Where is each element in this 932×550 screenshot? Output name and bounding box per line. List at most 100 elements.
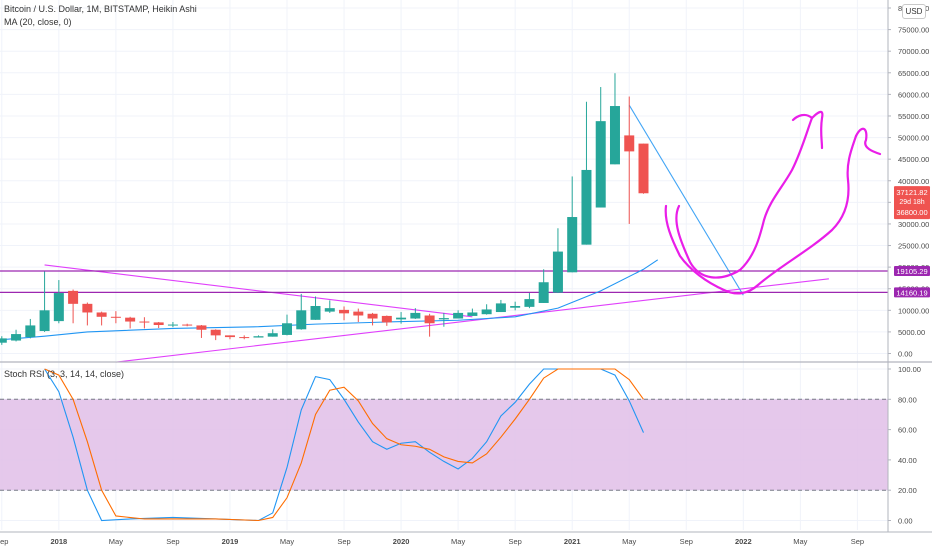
freehand-stroke — [854, 127, 882, 156]
time-tick-label: Sep — [508, 537, 521, 546]
candle-body — [282, 323, 292, 335]
candle-body — [310, 305, 321, 320]
candle-body — [39, 310, 50, 332]
candle-body — [367, 313, 378, 319]
candle-body — [210, 329, 221, 336]
osc-tick-label: 0.00 — [898, 517, 913, 526]
candle-body — [495, 303, 506, 313]
candle-body — [410, 312, 421, 319]
candle-body — [424, 315, 435, 324]
candle-body — [96, 312, 107, 317]
candle-body — [595, 121, 606, 208]
candle-body — [609, 106, 620, 165]
ascending-trendline — [115, 278, 829, 363]
price-tick-label: 55000.00 — [898, 112, 929, 121]
level-price-tag-text: 14160.19 — [896, 288, 927, 297]
candle-body — [224, 335, 235, 338]
candle-body — [139, 321, 150, 323]
time-tick-label: Sep — [166, 537, 179, 546]
stoch-band-fill — [0, 399, 888, 491]
price-labels: 19105.29 14160.19 37121.82 29d 18h 36800.00 — [894, 186, 930, 298]
level-price-tag-bg — [894, 287, 930, 298]
candle-body — [125, 317, 136, 322]
freehand-stroke — [664, 134, 858, 295]
candle-body — [481, 309, 492, 315]
candle-body — [510, 305, 521, 308]
current-price-tag-bg — [894, 186, 930, 220]
osc-tick-label: 60.00 — [898, 426, 917, 435]
freehand-stroke — [791, 110, 824, 150]
price-tick-label: 60000.00 — [898, 90, 929, 99]
candle-body — [567, 217, 578, 273]
candle-body — [296, 310, 307, 330]
descending-trendline — [44, 264, 473, 318]
price-tick-label: 25000.00 — [898, 242, 929, 251]
time-tick-label: 2020 — [393, 537, 410, 546]
price-tick-label: 75000.00 — [898, 26, 929, 35]
candle-body — [153, 322, 164, 325]
candle-body — [538, 282, 549, 303]
candles — [0, 73, 649, 345]
price-tick-label: 0.00 — [898, 350, 913, 359]
price-tick-label: 30000.00 — [898, 220, 929, 229]
candle-body — [196, 325, 207, 330]
price-tick-label: 45000.00 — [898, 155, 929, 164]
candle-body — [253, 336, 264, 338]
time-tick-label: Sep — [680, 537, 693, 546]
candle-body — [110, 316, 121, 318]
freehand-drawing — [664, 110, 882, 295]
candle-body — [82, 303, 93, 313]
price-tick-label: 40000.00 — [898, 177, 929, 186]
level-price-tag-text: 19105.29 — [896, 267, 927, 276]
candle-body — [324, 308, 335, 312]
candle-body — [453, 312, 464, 319]
time-tick-label: May — [622, 537, 636, 546]
time-tick-label: Sep — [851, 537, 864, 546]
time-tick-label: 2018 — [50, 537, 67, 546]
ma-price-text: 36800.00 — [896, 208, 927, 217]
osc-tick-label: 20.00 — [898, 486, 917, 495]
candle-body — [0, 338, 7, 343]
candle-body — [239, 337, 250, 339]
osc-tick-label: 100.00 — [898, 365, 921, 374]
freehand-stroke — [675, 116, 814, 279]
time-tick-label: 2021 — [564, 537, 581, 546]
candle-body — [25, 325, 36, 338]
candle-body — [11, 334, 22, 341]
level-price-tag-bg — [894, 265, 930, 276]
time-tick-label: May — [451, 537, 465, 546]
stoch-rsi-lines — [44, 368, 645, 522]
osc-tick-label: 40.00 — [898, 456, 917, 465]
ma-legend: MA (20, close, 0) — [4, 17, 72, 27]
price-tick-label: 5000.00 — [898, 328, 925, 337]
time-tick-label: May — [109, 537, 123, 546]
candle-body — [182, 324, 193, 326]
current-price-text: 37121.82 — [896, 188, 927, 197]
price-tick-label: 50000.00 — [898, 134, 929, 143]
stoch-legend: Stoch RSI (3, 3, 14, 14, close) — [4, 369, 125, 379]
stoch-d-line — [44, 368, 644, 522]
time-tick-label: Sep — [337, 537, 350, 546]
candle-body — [68, 290, 79, 304]
candle-body — [353, 311, 364, 316]
candle-body — [167, 324, 178, 326]
countdown-text: 29d 18h — [899, 199, 924, 206]
candle-body — [53, 293, 64, 322]
candle-body — [581, 169, 592, 245]
time-tick-label: May — [793, 537, 807, 546]
time-tick-label: May — [280, 537, 294, 546]
currency-badge[interactable]: USD — [902, 4, 926, 19]
candle-body — [438, 318, 449, 320]
candle-body — [552, 251, 563, 293]
price-tick-label: 10000.00 — [898, 306, 929, 315]
candle-body — [524, 299, 535, 307]
time-tick-label: 2019 — [222, 537, 239, 546]
candle-body — [267, 333, 278, 337]
stoch-band — [0, 398, 888, 491]
price-tick-label: 70000.00 — [898, 47, 929, 56]
candle-body — [396, 317, 407, 320]
osc-tick-label: 80.00 — [898, 395, 917, 404]
trendlines — [0, 104, 888, 363]
time-tick-label: Sep — [0, 537, 8, 546]
